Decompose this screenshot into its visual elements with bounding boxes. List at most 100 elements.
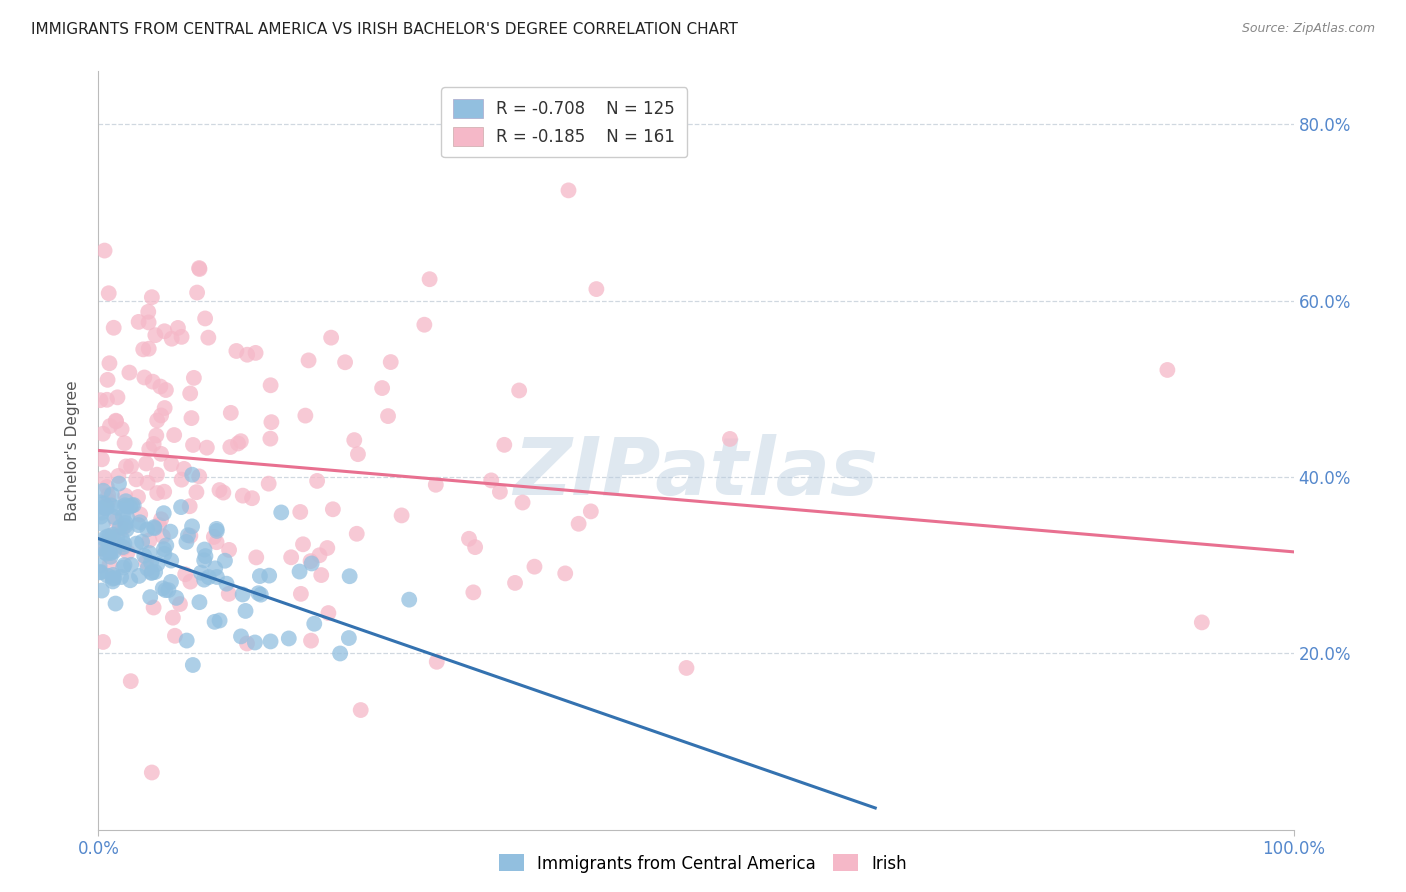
Point bbox=[103, 544, 125, 558]
Point bbox=[120, 558, 142, 572]
Point bbox=[297, 353, 319, 368]
Point bbox=[103, 510, 125, 524]
Point bbox=[146, 413, 169, 427]
Point bbox=[115, 500, 138, 514]
Point bbox=[142, 375, 165, 389]
Point bbox=[94, 545, 117, 559]
Point bbox=[138, 315, 160, 329]
Point bbox=[104, 514, 127, 528]
Point bbox=[212, 485, 235, 500]
Point bbox=[299, 554, 322, 568]
Point bbox=[426, 655, 449, 669]
Point bbox=[146, 486, 169, 500]
Point bbox=[128, 315, 150, 329]
Point bbox=[322, 502, 344, 516]
Point bbox=[205, 570, 228, 584]
Point bbox=[136, 523, 159, 537]
Point bbox=[141, 566, 163, 580]
Point bbox=[205, 524, 228, 538]
Point bbox=[152, 506, 174, 520]
Point bbox=[153, 484, 176, 499]
Point bbox=[204, 561, 226, 575]
Point bbox=[318, 606, 340, 620]
Point bbox=[288, 565, 311, 579]
Point bbox=[219, 440, 242, 454]
Point bbox=[508, 384, 530, 398]
Point bbox=[138, 442, 160, 456]
Point bbox=[146, 557, 169, 571]
Point bbox=[512, 495, 534, 509]
Point bbox=[321, 331, 343, 345]
Point bbox=[128, 569, 150, 583]
Point bbox=[167, 321, 190, 335]
Point bbox=[235, 604, 257, 618]
Point bbox=[136, 305, 159, 319]
Point bbox=[170, 473, 193, 487]
Point bbox=[259, 432, 281, 446]
Point bbox=[188, 262, 211, 277]
Point bbox=[554, 566, 576, 581]
Point bbox=[247, 586, 270, 600]
Point bbox=[112, 540, 135, 554]
Point bbox=[120, 500, 142, 514]
Point bbox=[718, 432, 741, 446]
Point bbox=[489, 484, 512, 499]
Point bbox=[183, 371, 205, 385]
Point bbox=[93, 532, 115, 546]
Point bbox=[115, 494, 138, 508]
Point bbox=[232, 587, 254, 601]
Point bbox=[149, 379, 172, 393]
Point bbox=[181, 438, 204, 452]
Point bbox=[134, 370, 156, 384]
Point bbox=[108, 520, 131, 534]
Point bbox=[107, 469, 129, 483]
Point bbox=[115, 510, 138, 524]
Point bbox=[205, 535, 228, 549]
Point bbox=[96, 480, 118, 494]
Point bbox=[110, 570, 132, 584]
Point bbox=[675, 661, 697, 675]
Point bbox=[179, 500, 201, 514]
Point bbox=[218, 587, 240, 601]
Point bbox=[96, 392, 118, 407]
Point bbox=[391, 508, 413, 523]
Point bbox=[103, 320, 125, 334]
Point bbox=[174, 567, 197, 582]
Point bbox=[205, 522, 228, 536]
Point bbox=[153, 547, 176, 561]
Point bbox=[131, 534, 153, 549]
Point bbox=[219, 406, 242, 420]
Text: IMMIGRANTS FROM CENTRAL AMERICA VS IRISH BACHELOR'S DEGREE CORRELATION CHART: IMMIGRANTS FROM CENTRAL AMERICA VS IRISH… bbox=[31, 22, 738, 37]
Point bbox=[153, 542, 176, 557]
Point bbox=[136, 475, 159, 490]
Point bbox=[160, 574, 183, 589]
Point bbox=[494, 438, 516, 452]
Point bbox=[260, 415, 283, 429]
Point bbox=[96, 373, 118, 387]
Point bbox=[127, 490, 149, 504]
Point bbox=[236, 636, 259, 650]
Point bbox=[337, 631, 360, 645]
Point bbox=[188, 260, 211, 275]
Point bbox=[129, 508, 152, 522]
Point bbox=[170, 330, 193, 344]
Point bbox=[301, 557, 323, 571]
Point bbox=[97, 488, 120, 502]
Y-axis label: Bachelor's Degree: Bachelor's Degree bbox=[65, 380, 80, 521]
Point bbox=[98, 419, 121, 434]
Point bbox=[152, 582, 174, 596]
Point bbox=[114, 558, 136, 572]
Point bbox=[96, 547, 118, 561]
Point bbox=[96, 530, 118, 544]
Point bbox=[179, 574, 201, 589]
Point bbox=[371, 381, 394, 395]
Point bbox=[98, 558, 121, 572]
Point bbox=[425, 477, 447, 491]
Point bbox=[186, 485, 208, 500]
Point bbox=[135, 457, 157, 471]
Point bbox=[90, 565, 112, 579]
Point bbox=[245, 550, 267, 565]
Point bbox=[181, 519, 204, 533]
Point bbox=[101, 572, 124, 586]
Point bbox=[398, 592, 420, 607]
